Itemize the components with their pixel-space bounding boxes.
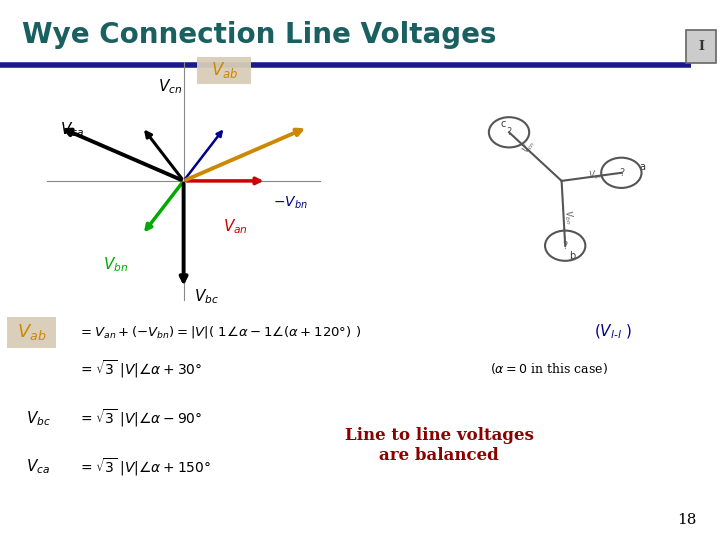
Text: $V_{bn}$: $V_{bn}$ xyxy=(102,255,128,274)
Text: ?: ? xyxy=(618,168,624,178)
Text: $V_{bc}$: $V_{bc}$ xyxy=(26,409,51,428)
Text: ?: ? xyxy=(506,127,512,137)
Text: $V_{bc}$: $V_{bc}$ xyxy=(194,288,219,306)
Text: b: b xyxy=(569,251,575,261)
Text: $V_{bn}$: $V_{bn}$ xyxy=(562,209,576,225)
Text: $= V_{an} + (-V_{bn}) = |V|(\ 1\angle\alpha - 1\angle(\alpha + 120°)\ )$: $= V_{an} + (-V_{bn}) = |V|(\ 1\angle\al… xyxy=(78,324,361,340)
Text: $V_{ab}$: $V_{ab}$ xyxy=(17,322,46,342)
Bar xyxy=(197,57,251,84)
Text: a: a xyxy=(639,162,645,172)
Text: 18: 18 xyxy=(677,512,696,526)
Text: $= \sqrt{3}\ |V|\angle\alpha + 30°$: $= \sqrt{3}\ |V|\angle\alpha + 30°$ xyxy=(78,358,202,380)
Text: $V_{ca}$: $V_{ca}$ xyxy=(26,458,50,476)
Bar xyxy=(7,317,56,348)
Text: $-V_{bn}$: $-V_{bn}$ xyxy=(273,194,307,211)
Text: I: I xyxy=(698,40,704,53)
Text: Line to line voltages
are balanced: Line to line voltages are balanced xyxy=(345,427,534,464)
Text: $V_{an}$: $V_{an}$ xyxy=(223,218,248,236)
Text: c: c xyxy=(500,119,505,129)
Text: $(\alpha = 0$ in this case$)$: $(\alpha = 0$ in this case$)$ xyxy=(490,361,608,376)
Text: $= \sqrt{3}\ |V|\angle\alpha - 90°$: $= \sqrt{3}\ |V|\angle\alpha - 90°$ xyxy=(78,408,202,429)
Text: ?: ? xyxy=(562,241,568,251)
Text: $V_{cn}$: $V_{cn}$ xyxy=(520,138,539,156)
Text: $V_{an}$: $V_{an}$ xyxy=(588,168,603,183)
Text: $V_{ab}$: $V_{ab}$ xyxy=(211,60,238,80)
Text: $V_{ca}$: $V_{ca}$ xyxy=(60,120,84,139)
Text: $= \sqrt{3}\ |V|\angle\alpha + 150°$: $= \sqrt{3}\ |V|\angle\alpha + 150°$ xyxy=(78,456,211,478)
Text: $(V_{l\text{-}l}\ )$: $(V_{l\text{-}l}\ )$ xyxy=(595,323,632,341)
Text: $V_{cn}$: $V_{cn}$ xyxy=(158,77,183,96)
Bar xyxy=(686,30,716,63)
Text: Wye Connection Line Voltages: Wye Connection Line Voltages xyxy=(22,21,496,49)
